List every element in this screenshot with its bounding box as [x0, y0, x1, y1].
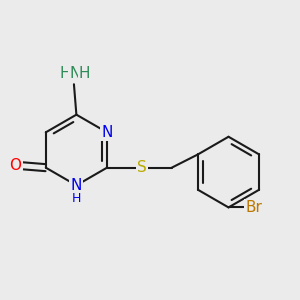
Text: Br: Br: [246, 200, 262, 215]
Text: N: N: [69, 66, 81, 81]
Text: N: N: [71, 178, 82, 193]
Text: S: S: [137, 160, 147, 175]
Text: H: H: [72, 192, 81, 205]
Text: H: H: [59, 66, 71, 81]
Text: O: O: [9, 158, 21, 173]
Text: H: H: [79, 66, 91, 81]
Text: N: N: [101, 125, 113, 140]
